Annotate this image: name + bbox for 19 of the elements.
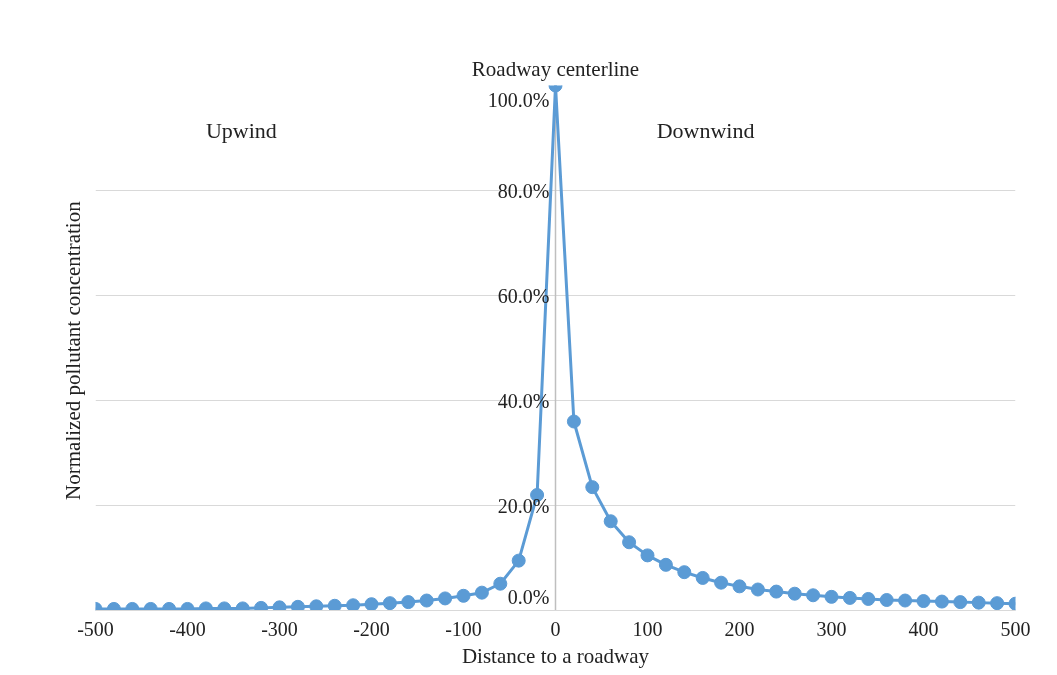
text: Roadway centerline bbox=[471, 56, 640, 81]
x-tick-label: -400 bbox=[169, 617, 206, 640]
x-tick-label: -200 bbox=[353, 617, 390, 640]
x-tick-label: 100 bbox=[632, 617, 663, 640]
x-tick-label: -300 bbox=[261, 617, 298, 640]
annotation: Downwind bbox=[656, 117, 755, 143]
annotation: Upwind bbox=[205, 117, 277, 143]
y-tick-label: 80.0% bbox=[497, 179, 550, 202]
x-tick-label: 200 bbox=[724, 617, 755, 640]
y-axis-title: Normalized pollutant concentration bbox=[60, 200, 85, 500]
x-tick-label: -500 bbox=[77, 617, 114, 640]
y-tick-label: 100.0% bbox=[487, 88, 550, 111]
x-axis-title: Distance to a roadway bbox=[461, 643, 650, 668]
x-tick-label: 300 bbox=[816, 617, 847, 640]
x-tick-label: 400 bbox=[908, 617, 939, 640]
x-tick-label: -100 bbox=[445, 617, 482, 640]
x-tick-label: 0 bbox=[550, 617, 561, 640]
y-tick-label: 0.0% bbox=[507, 585, 550, 608]
x-tick-label: 500 bbox=[1000, 617, 1031, 640]
